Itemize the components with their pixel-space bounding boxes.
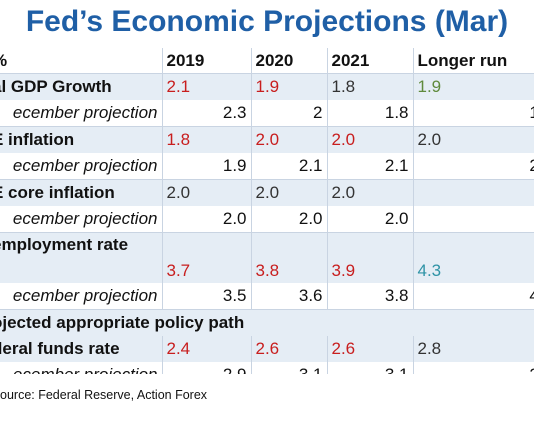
- cell-ffr-dec-2020: 3.1: [251, 362, 328, 374]
- row-label-gdp: al GDP Growth: [0, 73, 163, 100]
- table-row-core-pce-december: ecember projection 2.0 2.0 2.0: [0, 206, 534, 233]
- row-label-pce: E inflation: [0, 126, 163, 153]
- cell-gdp-dec-longer: 1.: [413, 100, 534, 127]
- table-row-unemployment: employment rate 3.7 3.8 3.9 4.3: [0, 232, 534, 283]
- cell-gdp-dec-2020: 2: [251, 100, 328, 127]
- section-label-policy-path: ojected appropriate policy path: [0, 309, 534, 336]
- cell-core-2020: 2.0: [251, 179, 328, 206]
- row-label-pce-december: ecember projection: [0, 153, 163, 180]
- cell-gdp-2019: 2.1: [162, 73, 252, 100]
- cell-unemp-2021: 3.9: [327, 232, 414, 283]
- projections-table: % 2019 2020 2021 Longer run al GDP Growt…: [0, 48, 534, 374]
- cell-pce-dec-2019: 1.9: [162, 153, 252, 180]
- header-label: %: [0, 48, 163, 74]
- table-row-gdp-december: ecember projection 2.3 2 1.8 1.: [0, 100, 534, 127]
- row-label-core-pce-december: ecember projection: [0, 206, 163, 233]
- table-row-core-pce: E core inflation 2.0 2.0 2.0: [0, 179, 534, 206]
- cell-unemp-longer: 4.3: [413, 232, 534, 283]
- table-row-gdp: al GDP Growth 2.1 1.9 1.8 1.9: [0, 73, 534, 100]
- row-label-fed-funds-december: ecember projection: [0, 362, 163, 374]
- row-label-fed-funds: deral funds rate: [0, 336, 163, 362]
- cell-core-2021: 2.0: [327, 179, 414, 206]
- cell-pce-2019: 1.8: [162, 126, 252, 153]
- table-row-unemployment-december: ecember projection 3.5 3.6 3.8 4.: [0, 283, 534, 310]
- cell-ffr-2020: 2.6: [251, 336, 328, 362]
- cell-core-dec-longer: [413, 206, 534, 233]
- cell-pce-dec-2020: 2.1: [251, 153, 328, 180]
- cell-unemp-dec-2021: 3.8: [327, 283, 414, 310]
- cell-unemp-2019: 3.7: [162, 232, 252, 283]
- cell-unemp-2020: 3.8: [251, 232, 328, 283]
- cell-pce-dec-2021: 2.1: [327, 153, 414, 180]
- cell-core-longer: [413, 179, 534, 206]
- cell-ffr-longer: 2.8: [413, 336, 534, 362]
- header-col-2019: 2019: [162, 48, 252, 74]
- cell-unemp-dec-2019: 3.5: [162, 283, 252, 310]
- row-label-core-pce: E core inflation: [0, 179, 163, 206]
- header-col-2020: 2020: [251, 48, 328, 74]
- cell-core-dec-2021: 2.0: [327, 206, 414, 233]
- header-col-2021: 2021: [327, 48, 414, 74]
- page-title: Fed’s Economic Projections (Mar): [25, 5, 509, 38]
- cell-core-dec-2019: 2.0: [162, 206, 252, 233]
- cell-pce-2021: 2.0: [327, 126, 414, 153]
- table-row-fed-funds: deral funds rate 2.4 2.6 2.6 2.8: [0, 336, 534, 362]
- cell-pce-longer: 2.0: [413, 126, 534, 153]
- table-header-row: % 2019 2020 2021 Longer run: [0, 48, 534, 74]
- projections-table-container: % 2019 2020 2021 Longer run al GDP Growt…: [0, 48, 534, 374]
- source-note: ource: Federal Reserve, Action Forex: [0, 388, 208, 402]
- table-row-pce-december: ecember projection 1.9 2.1 2.1 2.: [0, 153, 534, 180]
- row-label-unemployment: employment rate: [0, 232, 163, 283]
- cell-ffr-2019: 2.4: [162, 336, 252, 362]
- cell-core-dec-2020: 2.0: [251, 206, 328, 233]
- table-row-policy-path: ojected appropriate policy path: [0, 309, 534, 336]
- cell-ffr-dec-longer: 2.: [413, 362, 534, 374]
- cell-core-2019: 2.0: [162, 179, 252, 206]
- row-label-unemployment-december: ecember projection: [0, 283, 163, 310]
- cell-unemp-dec-longer: 4.: [413, 283, 534, 310]
- cell-gdp-2021: 1.8: [327, 73, 414, 100]
- cell-pce-dec-longer: 2.: [413, 153, 534, 180]
- cell-gdp-dec-2019: 2.3: [162, 100, 252, 127]
- cell-ffr-dec-2019: 2.9: [162, 362, 252, 374]
- cell-pce-2020: 2.0: [251, 126, 328, 153]
- cell-ffr-2021: 2.6: [327, 336, 414, 362]
- cell-unemp-dec-2020: 3.6: [251, 283, 328, 310]
- cell-gdp-2020: 1.9: [251, 73, 328, 100]
- cell-ffr-dec-2021: 3.1: [327, 362, 414, 374]
- row-label-gdp-december: ecember projection: [0, 100, 163, 127]
- header-col-longer-run: Longer run: [413, 48, 534, 74]
- cell-gdp-longer: 1.9: [413, 73, 534, 100]
- cell-gdp-dec-2021: 1.8: [327, 100, 414, 127]
- table-row-pce: E inflation 1.8 2.0 2.0 2.0: [0, 126, 534, 153]
- table-row-fed-funds-december: ecember projection 2.9 3.1 3.1 2.: [0, 362, 534, 374]
